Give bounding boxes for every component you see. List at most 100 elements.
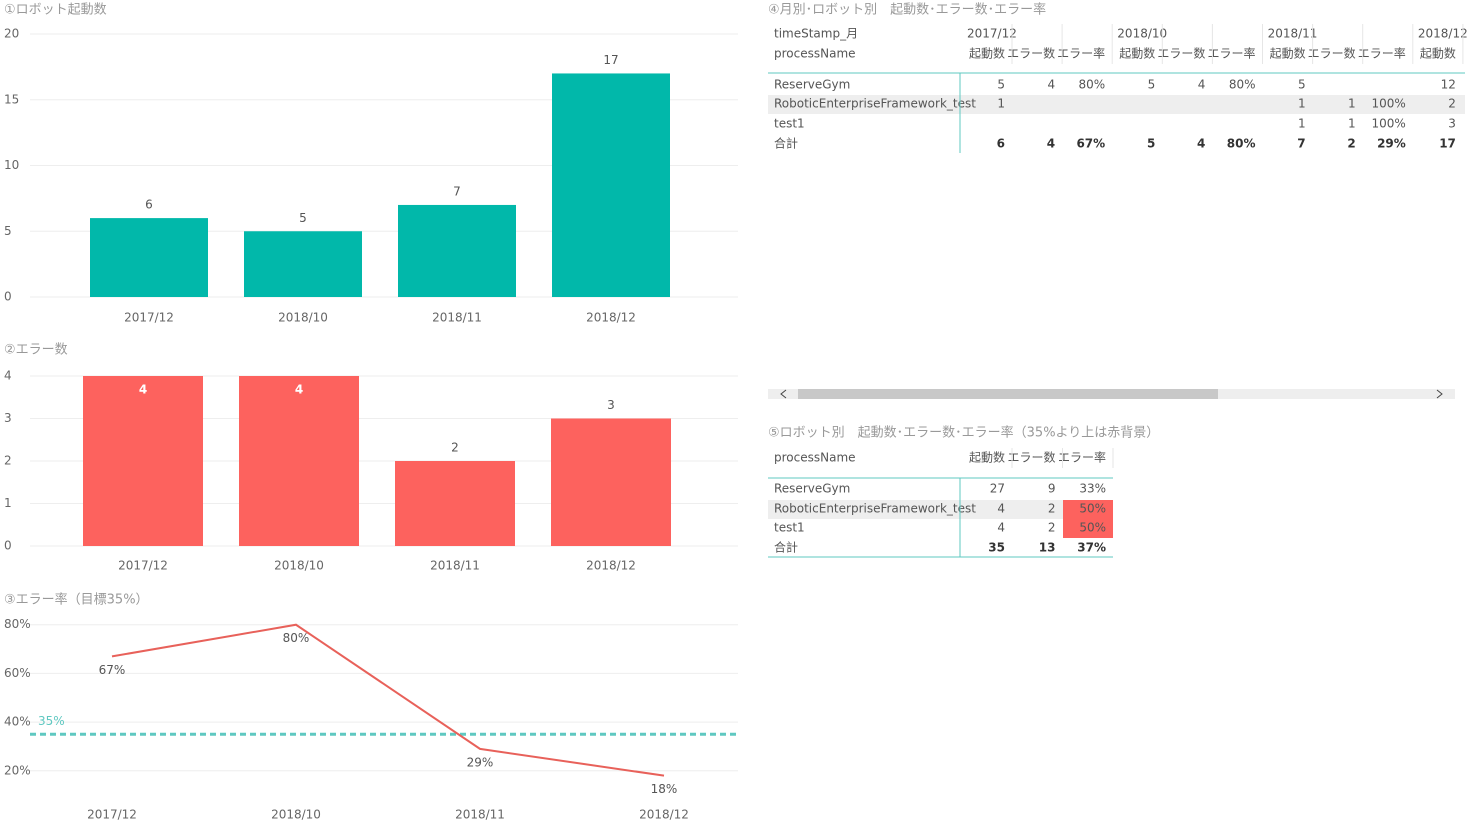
y-tick-label: 20% [4,763,31,777]
data-label: 7 [453,184,461,198]
cell: 12 [1441,78,1456,92]
bar [83,376,203,546]
cell: 1 [997,97,1005,111]
cell: 9 [1048,482,1056,496]
y-tick-label: 2 [4,454,12,468]
total-cell: 80% [1227,137,1256,151]
column-header: 起動数 [969,46,1005,61]
cell: 1 [1348,97,1356,111]
cell: 1 [1298,117,1306,131]
data-label: 6 [145,198,153,212]
scrollbar-thumb[interactable] [798,389,1218,399]
scroll-right-arrow[interactable] [1436,389,1443,399]
total-cell: 37% [1077,541,1106,555]
y-tick-label: 0 [4,290,12,304]
x-tick-label: 2018/11 [455,808,505,822]
bar [244,231,362,297]
data-label: 17 [603,53,618,67]
column-header: エラー数 [1157,46,1205,61]
row-name: test1 [774,521,805,535]
y-tick-label: 60% [4,666,31,680]
chart-title: ①ロボット起動数 [4,3,107,18]
scroll-left-arrow[interactable] [780,389,787,399]
data-label: 4 [295,383,303,397]
column-header: エラー数 [1308,46,1356,61]
data-label: 18% [651,782,678,796]
cell: 50% [1079,521,1106,535]
row-name: ReserveGym [774,78,850,92]
cell: 4 [1047,78,1055,92]
y-tick-label: 15 [4,92,19,106]
y-tick-label: 3 [4,411,12,425]
cell: 4 [997,521,1005,535]
total-cell: 6 [997,137,1005,151]
bar [90,218,208,297]
cell: 3 [1448,117,1456,131]
month-header: 2017/12 [967,27,1017,41]
data-label: 3 [607,398,615,412]
highlight-cell [1063,500,1113,519]
cell: 2 [1048,521,1056,535]
bar [552,73,670,297]
cell: 80% [1229,78,1256,92]
x-tick-label: 2018/11 [432,311,482,325]
total-cell: 2 [1347,137,1355,151]
x-tick-label: 2018/10 [278,311,328,325]
data-label: 2 [451,441,459,455]
data-label: 4 [139,383,147,397]
data-label: 67% [99,663,126,677]
total-cell: 29% [1377,137,1406,151]
bar [398,204,516,297]
month-header: 2018/12 [1418,27,1468,41]
data-label: 80% [283,631,310,645]
bar [551,418,671,546]
x-tick-label: 2018/10 [274,559,324,573]
cell: 2 [1048,502,1056,516]
total-cell: 4 [1197,137,1205,151]
data-label: 29% [467,755,494,769]
cell: 5 [1148,78,1156,92]
cell: 50% [1079,502,1106,516]
chart-title: ②エラー数 [4,343,68,358]
x-tick-label: 2018/12 [586,559,636,573]
cell: 4 [997,502,1005,516]
month-header: 2018/11 [1268,27,1318,41]
total-cell: 4 [1047,137,1055,151]
cell: 2 [1448,97,1456,111]
highlight-cell [1063,519,1113,538]
table-title: ⑤ロボット別 起動数･エラー数･エラー率（35%より上は赤背景） [768,425,1159,441]
column-header: 起動数 [1119,46,1155,61]
row-header: timeStamp_月 [774,27,858,41]
y-tick-label: 40% [4,715,31,729]
row-name: ReserveGym [774,482,850,496]
total-cell: 13 [1039,541,1056,555]
cell: 100% [1371,97,1405,111]
total-name: 合計 [774,136,798,151]
total-cell: 17 [1439,137,1456,151]
column-header: エラー数 [1007,46,1055,61]
row-name: test1 [774,117,805,131]
total-cell: 67% [1076,137,1105,151]
column-header: エラー率 [1358,46,1406,61]
row-band [768,500,1113,519]
cell: 33% [1079,482,1106,496]
bar [239,376,359,546]
column-header: エラー率 [1207,46,1255,61]
bar [395,461,515,546]
month-header: 2018/10 [1117,27,1167,41]
column-header: 起動数 [1270,46,1306,61]
column-header: 起動数 [1420,46,1456,61]
row-header: processName [774,451,856,465]
line [111,623,665,777]
chart-title: ③エラー率（目標35%） [4,592,149,608]
cell: 5 [1298,78,1306,92]
row-name: RoboticEnterpriseFramework_test [774,97,976,111]
reference-label: 35% [38,714,65,728]
y-tick-label: 1 [4,496,12,510]
total-name: 合計 [774,540,798,555]
cell: 5 [997,78,1005,92]
y-tick-label: 5 [4,224,12,238]
x-tick-label: 2018/12 [639,808,689,822]
column-header: エラー数 [1007,450,1055,465]
